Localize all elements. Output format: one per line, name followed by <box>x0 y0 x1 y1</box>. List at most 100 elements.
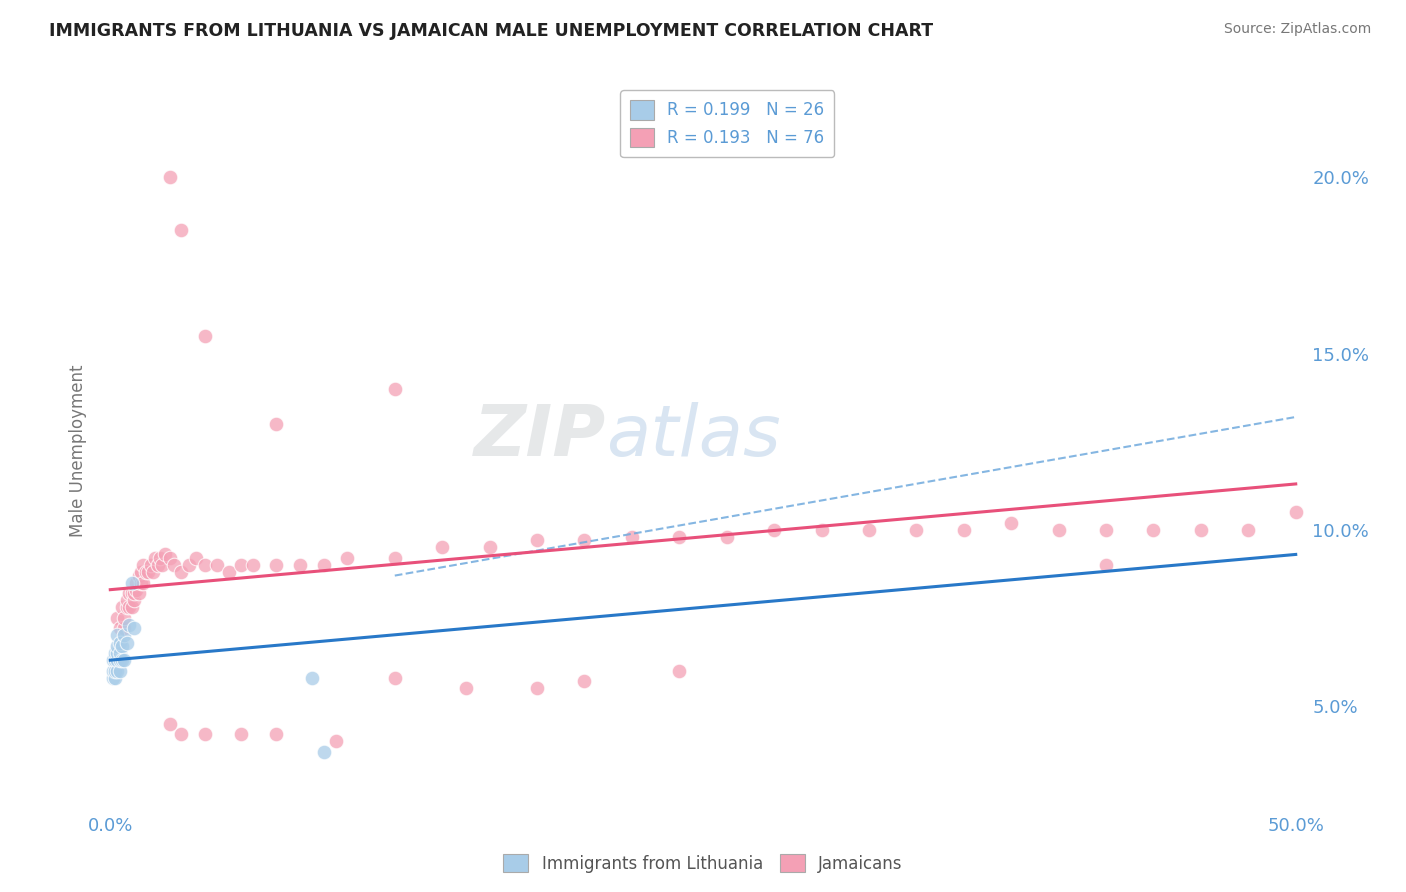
Jamaicans <box>125 582 148 597</box>
Jamaicans <box>336 551 359 566</box>
Jamaicans <box>121 600 143 615</box>
Jamaicans <box>478 541 501 555</box>
Jamaicans <box>129 575 152 590</box>
Immigrants from Lithuania <box>105 646 128 660</box>
Immigrants from Lithuania <box>104 664 127 678</box>
Y-axis label: Male Unemployment: Male Unemployment <box>69 364 87 537</box>
Jamaicans <box>159 170 181 185</box>
Jamaicans <box>574 533 596 548</box>
Jamaicans <box>205 558 228 572</box>
Immigrants from Lithuania <box>101 671 124 685</box>
Jamaicans <box>152 558 174 572</box>
Jamaicans <box>170 727 193 741</box>
Jamaicans <box>1189 523 1212 537</box>
Jamaicans <box>163 558 186 572</box>
Jamaicans <box>1285 505 1308 519</box>
Jamaicans <box>574 674 596 689</box>
Jamaicans <box>184 551 207 566</box>
Immigrants from Lithuania <box>105 639 128 653</box>
Immigrants from Lithuania <box>114 628 136 642</box>
Immigrants from Lithuania <box>108 653 131 667</box>
Jamaicans <box>143 551 166 566</box>
Text: atlas: atlas <box>606 401 780 470</box>
Legend: Immigrants from Lithuania, Jamaicans: Immigrants from Lithuania, Jamaicans <box>496 847 910 880</box>
Jamaicans <box>264 417 287 431</box>
Jamaicans <box>159 716 181 731</box>
Immigrants from Lithuania <box>111 653 134 667</box>
Jamaicans <box>142 565 165 579</box>
Jamaicans <box>135 565 157 579</box>
Immigrants from Lithuania <box>312 745 335 759</box>
Immigrants from Lithuania <box>108 664 131 678</box>
Immigrants from Lithuania <box>121 575 143 590</box>
Jamaicans <box>111 600 134 615</box>
Jamaicans <box>108 622 131 636</box>
Jamaicans <box>620 530 643 544</box>
Jamaicans <box>229 727 252 741</box>
Text: ZIP: ZIP <box>474 401 606 470</box>
Jamaicans <box>952 523 974 537</box>
Jamaicans <box>384 551 406 566</box>
Jamaicans <box>194 329 217 343</box>
Jamaicans <box>194 558 217 572</box>
Jamaicans <box>288 558 311 572</box>
Immigrants from Lithuania <box>118 618 141 632</box>
Jamaicans <box>312 558 335 572</box>
Jamaicans <box>159 551 181 566</box>
Jamaicans <box>668 530 690 544</box>
Immigrants from Lithuania <box>122 622 145 636</box>
Jamaicans <box>858 523 880 537</box>
Jamaicans <box>125 575 148 590</box>
Immigrants from Lithuania <box>105 664 128 678</box>
Text: IMMIGRANTS FROM LITHUANIA VS JAMAICAN MALE UNEMPLOYMENT CORRELATION CHART: IMMIGRANTS FROM LITHUANIA VS JAMAICAN MA… <box>49 22 934 40</box>
Immigrants from Lithuania <box>301 671 323 685</box>
Legend: R = 0.199   N = 26, R = 0.193   N = 76: R = 0.199 N = 26, R = 0.193 N = 76 <box>620 90 834 157</box>
Jamaicans <box>810 523 832 537</box>
Jamaicans <box>132 558 155 572</box>
Jamaicans <box>1000 516 1022 530</box>
Immigrants from Lithuania <box>104 671 127 685</box>
Jamaicans <box>146 558 169 572</box>
Jamaicans <box>1142 523 1164 537</box>
Jamaicans <box>229 558 252 572</box>
Jamaicans <box>139 558 162 572</box>
Jamaicans <box>170 565 193 579</box>
Immigrants from Lithuania <box>114 653 136 667</box>
Jamaicans <box>905 523 928 537</box>
Immigrants from Lithuania <box>108 646 131 660</box>
Jamaicans <box>384 382 406 396</box>
Jamaicans <box>1095 523 1118 537</box>
Immigrants from Lithuania <box>111 639 134 653</box>
Jamaicans <box>194 727 217 741</box>
Jamaicans <box>526 533 548 548</box>
Jamaicans <box>454 681 477 696</box>
Jamaicans <box>129 565 152 579</box>
Immigrants from Lithuania <box>101 664 124 678</box>
Jamaicans <box>118 586 141 600</box>
Jamaicans <box>122 586 145 600</box>
Jamaicans <box>153 548 176 562</box>
Jamaicans <box>763 523 786 537</box>
Immigrants from Lithuania <box>105 653 128 667</box>
Immigrants from Lithuania <box>104 646 127 660</box>
Jamaicans <box>170 223 193 237</box>
Jamaicans <box>668 664 690 678</box>
Immigrants from Lithuania <box>101 653 124 667</box>
Jamaicans <box>325 734 347 748</box>
Jamaicans <box>149 551 172 566</box>
Jamaicans <box>128 586 150 600</box>
Jamaicans <box>115 600 138 615</box>
Jamaicans <box>177 558 200 572</box>
Text: Source: ZipAtlas.com: Source: ZipAtlas.com <box>1223 22 1371 37</box>
Jamaicans <box>384 671 406 685</box>
Jamaicans <box>114 622 136 636</box>
Jamaicans <box>1047 523 1070 537</box>
Immigrants from Lithuania <box>115 635 138 649</box>
Jamaicans <box>264 727 287 741</box>
Jamaicans <box>526 681 548 696</box>
Jamaicans <box>132 575 155 590</box>
Jamaicans <box>121 586 143 600</box>
Jamaicans <box>136 565 159 579</box>
Jamaicans <box>242 558 264 572</box>
Jamaicans <box>218 565 240 579</box>
